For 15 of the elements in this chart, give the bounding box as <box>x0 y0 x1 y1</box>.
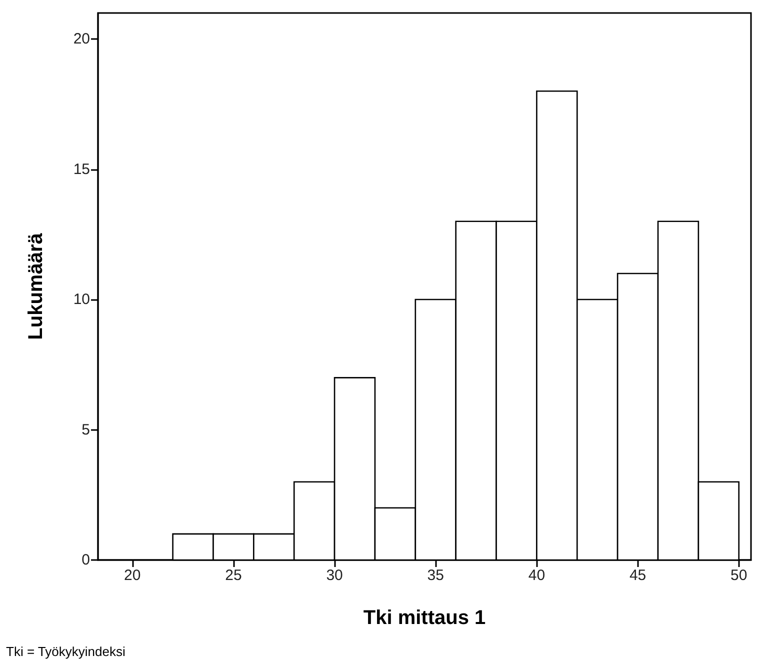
y-tick-label: 10 <box>73 291 90 308</box>
y-tick-label: 5 <box>82 421 90 438</box>
y-tick-label: 15 <box>73 160 90 178</box>
y-axis-title: Lukumäärä <box>25 232 47 340</box>
x-tick-label: 45 <box>629 567 646 584</box>
x-tick-label: 35 <box>427 567 444 584</box>
x-tick-label: 30 <box>326 567 343 584</box>
x-tick-label: 25 <box>225 567 242 584</box>
x-tick-label: 50 <box>730 567 748 584</box>
y-tick-label: 0 <box>82 552 90 568</box>
x-tick-label: 20 <box>124 567 141 584</box>
x-tick-label: 40 <box>528 567 546 584</box>
text: Tki = Työkykyindeksi <box>6 644 126 659</box>
y-tick-label: 20 <box>73 30 90 48</box>
x-axis-title: Tki mittaus 1 <box>363 607 486 629</box>
